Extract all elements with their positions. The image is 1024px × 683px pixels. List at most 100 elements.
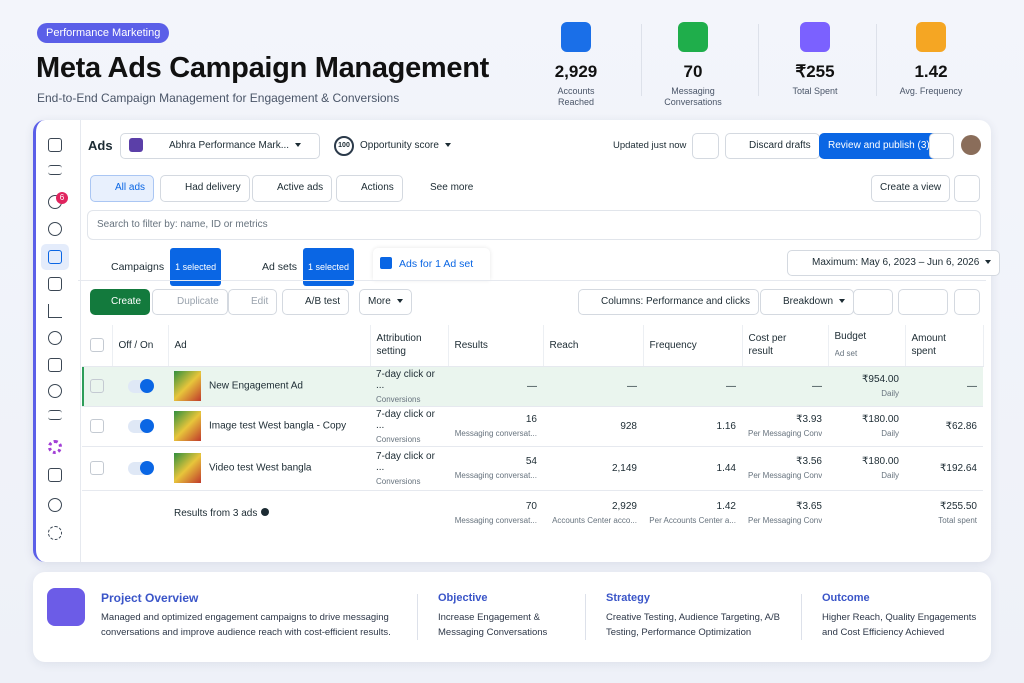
frequency: — (726, 380, 736, 392)
element: Off / On Ad Attribution setting Results Reac… (82, 325, 984, 367)
nav-icon[interactable] (48, 222, 62, 236)
nav-icon[interactable] (48, 468, 62, 482)
level-tab[interactable]: Ads for 1 Ad set (373, 248, 490, 280)
nav-icon[interactable] (48, 277, 62, 291)
refresh-button[interactable] (692, 133, 719, 159)
stat-icon (561, 22, 591, 52)
ads-table: Off / On Ad Attribution setting Results Reac… (82, 325, 984, 536)
date-range: Maximum: May 6, 2023 – Jun 6, 2026 (812, 257, 980, 268)
section-title: Strategy (606, 592, 651, 604)
budget: ₹180.00 (862, 414, 899, 425)
ad-name[interactable]: Video test West bangla (209, 462, 312, 474)
settings-button[interactable] (954, 175, 980, 202)
tab[interactable]: Actions (336, 175, 403, 202)
stat-label: Total Spent (792, 86, 838, 96)
ad-row: Video test West bangla 7-day click or ...… (82, 446, 983, 491)
checkbox[interactable] (90, 461, 104, 475)
account-avatar (129, 138, 143, 153)
toggle[interactable] (128, 418, 154, 433)
column-label[interactable]: Reach (549, 339, 579, 351)
toggle[interactable] (128, 378, 154, 393)
ad-name[interactable]: Image test West bangla - Copy (209, 420, 347, 432)
more-actions[interactable]: More (359, 289, 412, 315)
header-cell: Cost per result (742, 325, 829, 367)
create-button[interactable]: Create (90, 289, 151, 315)
search-input[interactable]: Search to filter by: name, ID or metrics (87, 210, 981, 240)
cell: ₹255.50 Total spent (905, 490, 983, 536)
columns-button[interactable]: Columns: Performance and clicks (578, 289, 759, 315)
cell: 70 Messaging conversat... (448, 490, 543, 536)
checkbox[interactable] (89, 338, 104, 353)
breakdown-button[interactable]: Breakdown (760, 289, 855, 315)
column-label[interactable]: Results (454, 339, 488, 351)
more-button[interactable] (929, 133, 954, 159)
column-label[interactable]: Ad (174, 339, 187, 351)
column-label[interactable]: Amount spent (911, 333, 946, 358)
nav-icon[interactable] (48, 384, 62, 398)
cell: — (742, 366, 828, 407)
export-button[interactable] (898, 289, 948, 315)
profile-avatar[interactable] (961, 135, 981, 155)
cell (82, 490, 112, 536)
tab[interactable]: Had delivery (160, 175, 250, 202)
nav-icon[interactable] (48, 358, 62, 372)
nav-icon[interactable] (48, 410, 62, 420)
checkbox[interactable] (90, 419, 104, 433)
summary-note: Accounts Center acco... (552, 516, 637, 526)
duplicate-button[interactable]: Duplicate (152, 289, 228, 315)
level-tab[interactable]: Ad sets 1 selected (236, 248, 372, 286)
nav-icon[interactable] (48, 165, 62, 175)
ab-test-button[interactable]: A/B test (282, 289, 350, 315)
see-more[interactable]: See more (430, 182, 474, 193)
cell: 1.44 (643, 446, 742, 491)
column-label[interactable]: Attribution setting (376, 333, 422, 358)
column-label[interactable]: Cost per result (748, 333, 787, 358)
account-selector[interactable]: Abhra Performance Mark... (120, 133, 320, 159)
nav-icon[interactable] (48, 304, 62, 318)
create-view-button[interactable]: Create a view (871, 175, 951, 202)
edit-button[interactable]: Edit (228, 289, 278, 315)
column-label[interactable]: Budget (834, 331, 867, 343)
results: 54 (525, 456, 537, 467)
column-label[interactable]: Frequency (649, 339, 697, 351)
nav-active[interactable] (41, 244, 69, 270)
cost-per-result: ₹3.93 (796, 414, 822, 425)
column-label[interactable]: Off / On (118, 339, 154, 351)
nav-icon[interactable] (48, 331, 62, 345)
summary-note: Messaging conversat... (454, 516, 537, 526)
reports-button[interactable] (853, 289, 893, 315)
score-label[interactable]: Opportunity score (360, 140, 451, 151)
date-picker[interactable]: Maximum: May 6, 2023 – Jun 6, 2026 (787, 250, 1001, 276)
cell: Image test West bangla - Copy (168, 406, 370, 447)
chart-button[interactable] (954, 289, 980, 315)
header-cell: Ad (168, 325, 371, 367)
discard-button[interactable]: Discard drafts (725, 133, 820, 159)
nav-icon[interactable] (48, 498, 62, 512)
results-note: Messaging conversat... (454, 471, 537, 480)
tab[interactable]: Active ads (252, 175, 333, 202)
sidebar (33, 120, 81, 562)
cell: 1.16 (643, 406, 742, 447)
cost-per-result: ₹3.56 (796, 456, 822, 467)
nav-icon[interactable] (48, 138, 62, 152)
ad-row: Image test West bangla - Copy 7-day click… (82, 406, 983, 447)
caret (396, 299, 403, 304)
cell: ₹954.00 Daily (828, 366, 905, 407)
separator (801, 594, 802, 640)
tab[interactable]: All ads (90, 175, 155, 202)
checkbox[interactable] (90, 379, 104, 393)
summary-note: Total spent (938, 516, 977, 526)
publish-button[interactable]: Review and publish (3) (819, 133, 939, 159)
nav-icon[interactable] (48, 440, 62, 454)
page-title: Meta Ads Campaign Management (36, 52, 489, 84)
frequency: 1.44 (716, 462, 736, 474)
cell: ₹3.56 Per Messaging Conv... (742, 446, 828, 491)
budget-note: Daily (881, 471, 899, 480)
nav-icon[interactable] (48, 526, 62, 540)
level-tab[interactable]: Campaigns 1 selected (87, 248, 230, 286)
toggle[interactable] (128, 460, 154, 475)
frequency: 1.16 (716, 420, 736, 432)
ad-name[interactable]: New Engagement Ad (209, 380, 303, 392)
cell (112, 446, 168, 491)
cell (112, 406, 168, 447)
